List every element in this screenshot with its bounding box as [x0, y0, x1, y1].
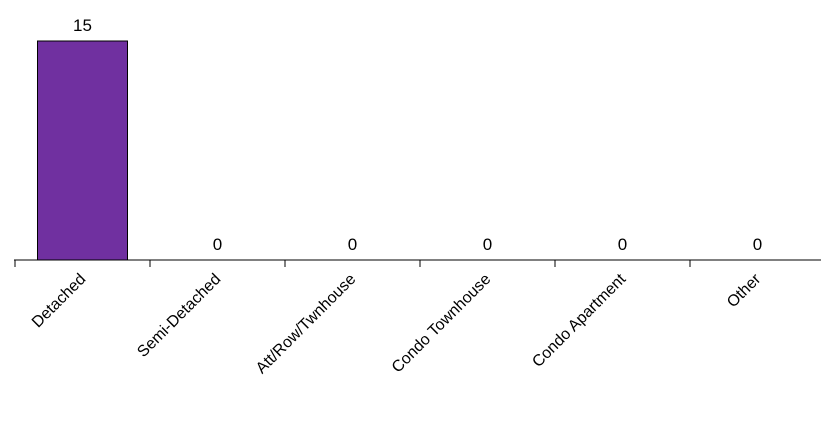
bar-detached: [37, 40, 128, 261]
x-tick-label: Detached: [29, 271, 89, 331]
data-label: 0: [483, 235, 492, 254]
bars-group: [37, 40, 128, 261]
x-axis: [14, 259, 821, 267]
x-tick-label: Condo Apartment: [529, 270, 629, 370]
x-tick-labels-group: Detached Semi-Detached Att/Row/Twnhouse Con…: [29, 270, 765, 377]
x-tick-label: Att/Row/Twnhouse: [253, 271, 359, 377]
x-tick-label: Semi-Detached: [134, 271, 224, 361]
data-labels-group: 15 0 0 0 0 0: [73, 16, 762, 254]
data-label: 0: [213, 235, 222, 254]
x-tick-label: Condo Townhouse: [389, 271, 495, 377]
data-label: 0: [618, 235, 627, 254]
data-label: 0: [348, 235, 357, 254]
data-label: 0: [753, 235, 762, 254]
data-label: 15: [73, 16, 92, 35]
x-tick-label: Other: [724, 270, 765, 311]
